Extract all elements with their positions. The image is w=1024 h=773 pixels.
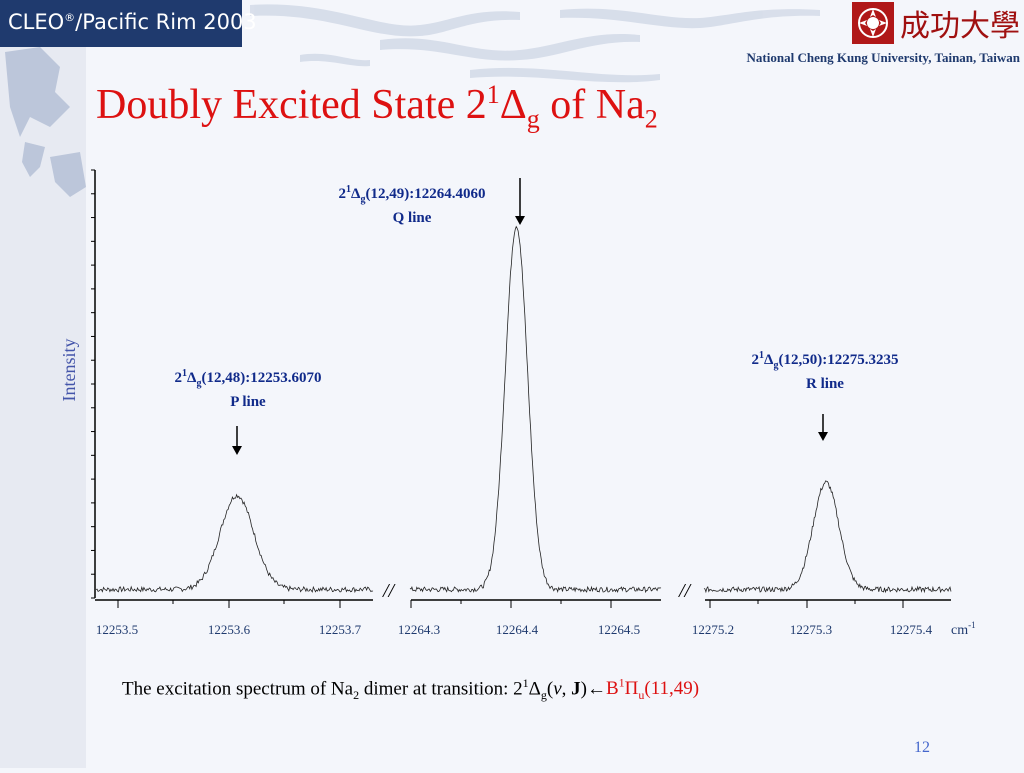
spectrum-panel-2: 12264.3 12264.4 12264.5 xyxy=(398,225,662,637)
x-tick-label: 12253.6 xyxy=(208,622,251,637)
axis-break-mark: // xyxy=(382,580,397,602)
p-line-annotation: 21Δg(12,48):12253.6070 P line xyxy=(150,364,346,412)
page-title: Doubly Excited State 21Δg of Na2 xyxy=(96,80,658,134)
x-tick-label: 12253.7 xyxy=(319,622,362,637)
university-name: National Cheng Kung University, Tainan, … xyxy=(746,50,1020,65)
university-logo: 成功大學 xyxy=(852,2,1022,46)
axis-break-mark: // xyxy=(678,580,693,602)
q-line-annotation: 21Δg(12,49):12264.4060 Q line xyxy=(312,180,512,228)
q-line-arrowhead xyxy=(515,216,525,225)
x-tick-label: 12264.4 xyxy=(496,622,539,637)
conference-banner: CLEO®/Pacific Rim 2003 xyxy=(0,0,257,47)
peak-arrows xyxy=(232,178,828,455)
x-tick-label: 12275.3 xyxy=(790,622,832,637)
spectrum-panels: 12253.5 12253.6 12253.7 12264.3 12264.4 12264… xyxy=(95,225,952,637)
spectrum-line-2 xyxy=(409,225,662,594)
r-line-arrowhead xyxy=(818,432,828,441)
page-number: 12 xyxy=(914,739,930,756)
x-tick-label: 12275.4 xyxy=(890,622,933,637)
p-line-label: 21Δg(12,48):12253.6070 xyxy=(174,368,322,389)
x-tick-label: 12264.3 xyxy=(398,622,440,637)
x-axis-unit: cm-1 xyxy=(951,620,976,638)
y-axis-label: Intensity xyxy=(59,339,79,402)
r-line-label: 21Δg(12,50):12275.3235 xyxy=(751,350,899,371)
x-tick-label: 12275.2 xyxy=(692,622,734,637)
spectrum-line-3 xyxy=(703,480,952,594)
left-map-strip xyxy=(0,47,86,768)
spectrum-panel-1: 12253.5 12253.6 12253.7 xyxy=(95,493,374,637)
r-line-name: R line xyxy=(806,376,844,392)
logo-text: 成功大學 xyxy=(900,9,1020,44)
y-ticks xyxy=(91,169,95,599)
spectrum-line-1 xyxy=(95,493,374,594)
x-tick-label: 12264.5 xyxy=(598,622,640,637)
q-line-name: Q line xyxy=(392,210,432,226)
q-line-label: 21Δg(12,49):12264.4060 xyxy=(338,184,486,205)
p-line-arrowhead xyxy=(232,446,242,455)
spectrum-panel-3: 12275.2 12275.3 12275.4 xyxy=(692,480,952,637)
figure-caption: The excitation spectrum of Na2 dimer at … xyxy=(122,676,700,703)
r-line-annotation: 21Δg(12,50):12275.3235 R line xyxy=(726,346,924,394)
x-tick-label: 12253.5 xyxy=(96,622,138,637)
conference-title: CLEO®/Pacific Rim 2003 xyxy=(8,10,257,34)
p-line-name: P line xyxy=(230,394,266,410)
